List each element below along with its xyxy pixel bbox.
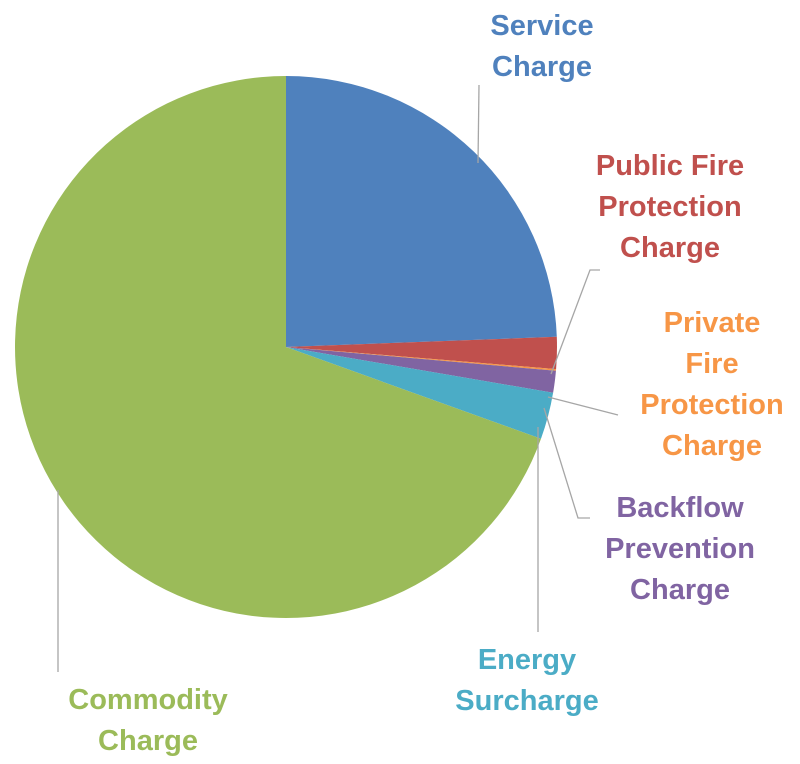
slice-label-service-charge: Service Charge — [490, 10, 593, 83]
leader-line-public-fire-protection-charge — [550, 269, 600, 375]
pie-slice-backflow-prevention-charge — [286, 347, 556, 393]
pie-slice-energy-surcharge — [286, 347, 554, 439]
leader-line-backflow-prevention-charge — [543, 407, 590, 519]
slice-label-energy-surcharge: Energy Surcharge — [455, 644, 598, 717]
leader-line-service-charge — [477, 84, 480, 164]
pie-slice-commodity-charge — [14, 76, 541, 618]
pie-slice-service-charge — [286, 76, 557, 347]
slice-label-commodity-charge: Commodity Charge — [68, 684, 228, 757]
pie-slice-public-fire-protection-charge — [286, 336, 557, 370]
slice-label-private-fire-protection-charge: Private Fire Protection Charge — [640, 307, 783, 462]
slice-label-public-fire-protection-charge: Public Fire Protection Charge — [596, 150, 744, 264]
pie-slices — [14, 76, 557, 618]
slice-label-backflow-prevention-charge: Backflow Prevention Charge — [605, 492, 755, 606]
leader-lines — [57, 84, 619, 672]
pie-slice-private-fire-protection-charge — [286, 347, 557, 371]
leader-line-private-fire-protection-charge — [547, 396, 619, 416]
